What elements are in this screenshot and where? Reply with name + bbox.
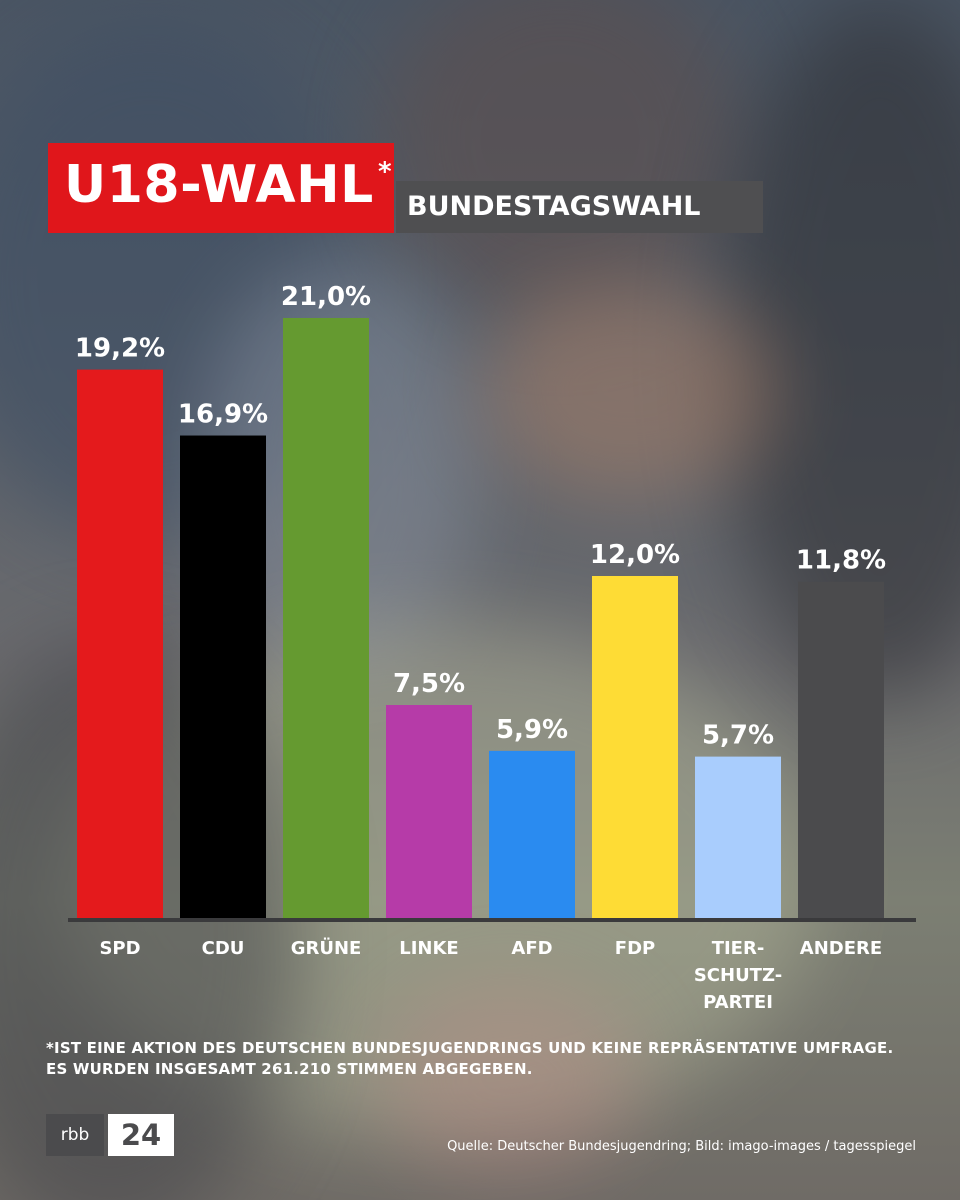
- chart-subtitle: BUNDESTAGSWAHL: [407, 191, 701, 222]
- category-label-6: TIER-SCHUTZ-PARTEI: [694, 938, 782, 1013]
- bar-7: [798, 581, 884, 920]
- footnote-line-2: ES WURDEN INSGESAMT 261.210 STIMMEN ABGE…: [46, 1060, 533, 1078]
- source-credit: Quelle: Deutscher Bundesjugendring; Bild…: [447, 1139, 916, 1154]
- footnote-line-1: *IST EINE AKTION DES DEUTSCHEN BUNDESJUG…: [46, 1039, 894, 1057]
- background-photo-blur: [480, 280, 780, 500]
- title-banner: U18-WAHL *: [48, 143, 394, 233]
- background-photo-blur: [380, 0, 740, 320]
- category-label-7: ANDERE: [800, 938, 882, 959]
- bar-2: [283, 318, 369, 920]
- data-label-6: 5,7%: [702, 721, 774, 751]
- category-label-3: LINKE: [399, 938, 458, 959]
- data-label-0: 19,2%: [75, 334, 165, 364]
- bar-1: [180, 435, 266, 920]
- data-label-3: 7,5%: [393, 669, 465, 699]
- data-label-1: 16,9%: [178, 400, 268, 430]
- data-label-5: 12,0%: [590, 540, 680, 570]
- bar-5: [592, 576, 678, 920]
- bar-4: [489, 750, 575, 920]
- category-label-2: GRÜNE: [291, 937, 362, 959]
- subtitle-banner: BUNDESTAGSWAHL: [396, 181, 763, 233]
- data-label-7: 11,8%: [796, 546, 886, 576]
- footnote: *IST EINE AKTION DES DEUTSCHEN BUNDESJUG…: [46, 1038, 893, 1080]
- bar-6: [695, 756, 781, 920]
- data-label-4: 5,9%: [496, 715, 568, 745]
- bar-0: [77, 369, 163, 921]
- category-label-0: SPD: [99, 938, 140, 959]
- background-photo-blur: [380, 980, 640, 1180]
- data-label-2: 21,0%: [281, 282, 371, 312]
- category-label-1: CDU: [202, 938, 245, 959]
- x-axis-line: [68, 918, 916, 922]
- category-label-5: FDP: [615, 938, 655, 959]
- title-asterisk: *: [378, 157, 392, 187]
- chart-title: U18-WAHL: [64, 155, 374, 215]
- logo-rbb: rbb: [46, 1114, 104, 1156]
- category-label-4: AFD: [511, 938, 552, 959]
- logo-24: 24: [108, 1114, 174, 1156]
- bar-3: [386, 705, 472, 920]
